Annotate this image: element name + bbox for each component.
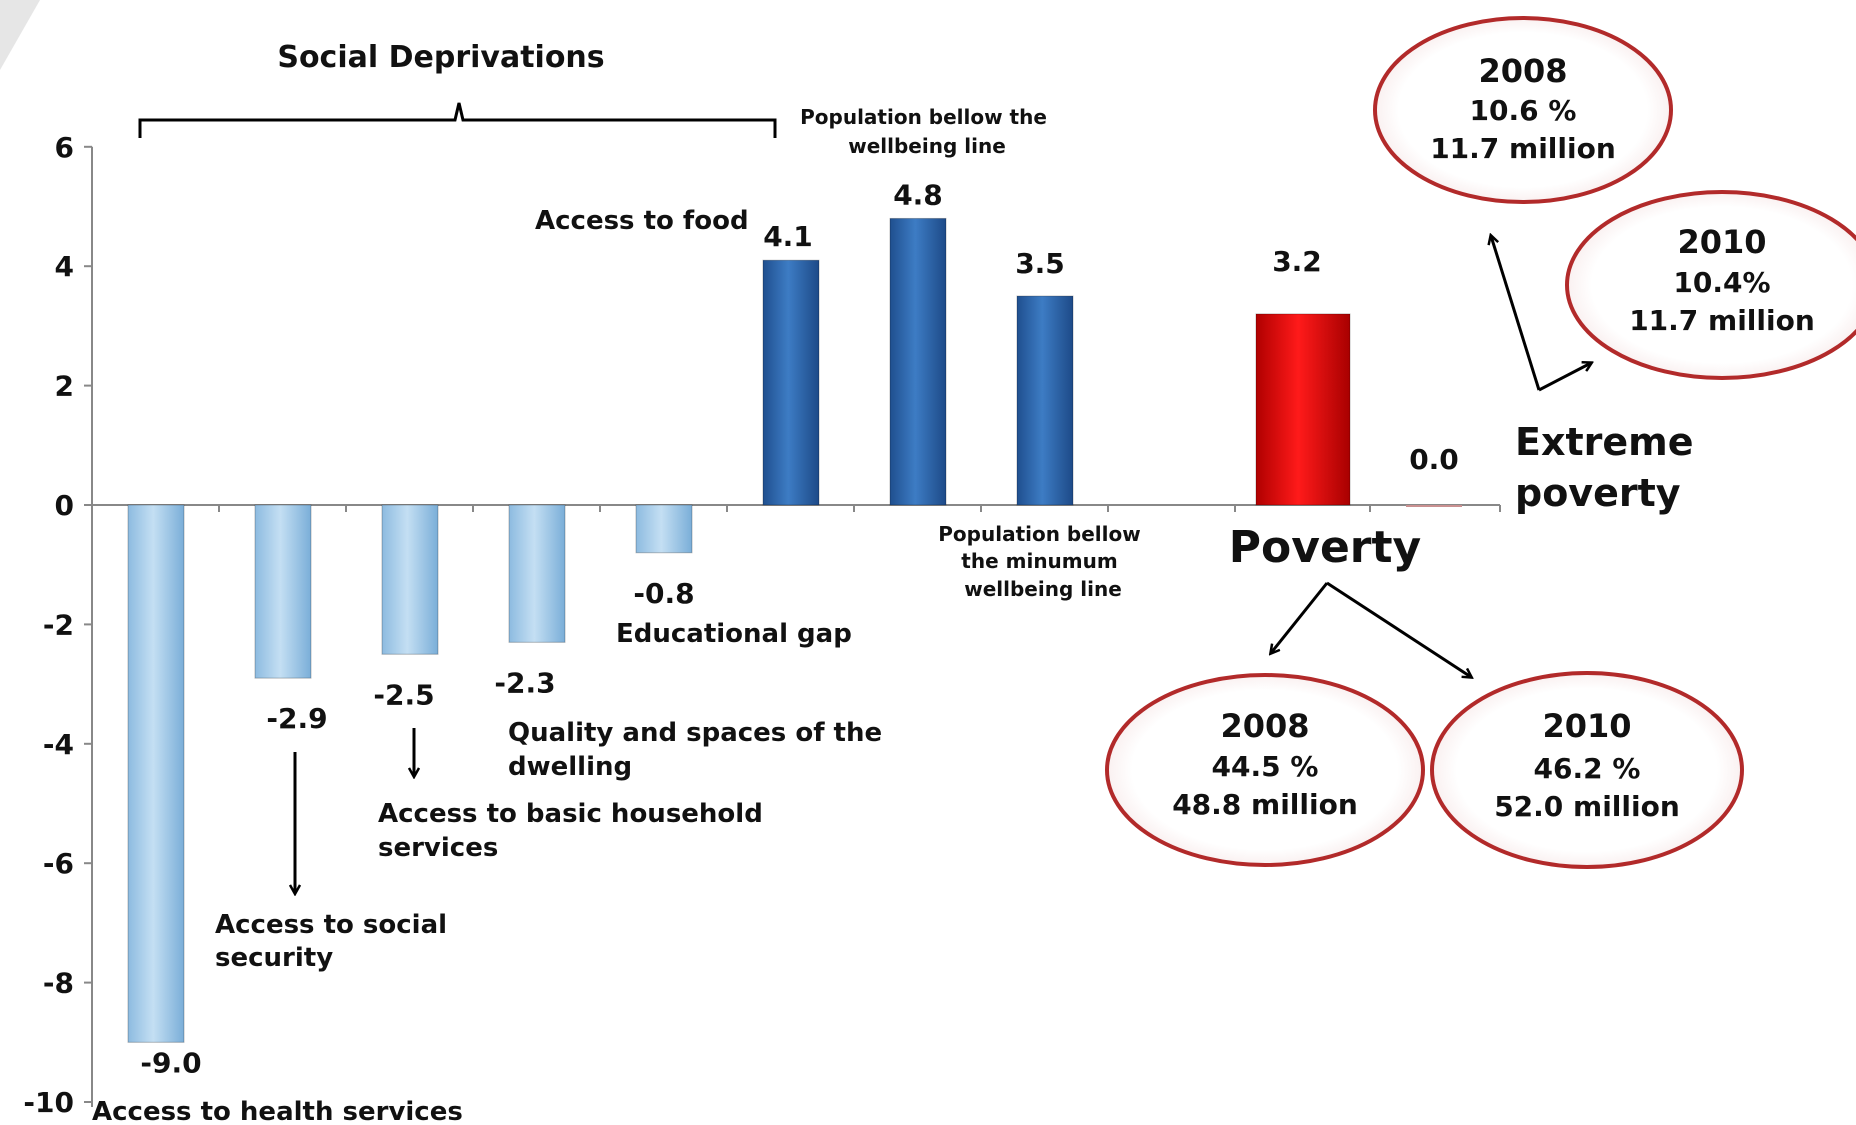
- annotation-wellbeing-line: Population bellow the wellbeing line: [800, 105, 1054, 158]
- annotation-social-security: Access to social security: [215, 910, 456, 973]
- callout-poverty-2008-people: 48.8 million: [1172, 788, 1358, 821]
- callout-poverty-2008-year: 2008: [1220, 707, 1309, 745]
- bar: [381, 504, 439, 655]
- bar: [762, 259, 820, 506]
- annotation-wellbeing-line2: wellbeing line: [848, 134, 1006, 158]
- callout-poverty-2008-pct: 44.5 %: [1212, 750, 1319, 783]
- bar-value-label: -2.5: [373, 678, 434, 711]
- y-tick-label: -6: [43, 847, 74, 880]
- annotation-social-security-line1: Access to social: [215, 910, 447, 940]
- callout-extreme-2010-people: 11.7 million: [1629, 304, 1815, 337]
- bar: [1406, 505, 1462, 507]
- annotation-basic-services-line2: services: [378, 833, 498, 863]
- bar-value-label: -0.8: [633, 577, 694, 610]
- y-tick-label: 4: [55, 250, 74, 283]
- annotation-dwelling-line2: dwelling: [508, 752, 632, 782]
- bar: [1016, 295, 1074, 506]
- y-tick-label: 2: [55, 370, 74, 403]
- y-tick-label: -2: [43, 608, 74, 641]
- arrow-extreme-2008: [1491, 236, 1541, 391]
- callout-poverty-2010-pct: 46.2 %: [1534, 752, 1641, 785]
- annotation-poverty: Poverty: [1229, 522, 1421, 573]
- annotation-extreme-poverty: Extreme poverty: [1515, 420, 1707, 515]
- annotations: Access to health services Access to soci…: [92, 105, 1707, 1125]
- callout-poverty-2010-ellipse: [1430, 671, 1744, 869]
- callout-poverty-2008: 2008 44.5 % 48.8 million: [1105, 673, 1425, 867]
- bar-value-label: 0.0: [1409, 443, 1459, 476]
- annotation-food: Access to food: [535, 206, 749, 236]
- bars: [127, 217, 1462, 1043]
- callout-extreme-2010-year: 2010: [1677, 223, 1766, 261]
- annotation-dwelling: Quality and spaces of the dwelling: [508, 718, 891, 782]
- annotation-min-wellbeing-line3: wellbeing line: [964, 577, 1122, 601]
- corner-decoration: [0, 0, 40, 70]
- bar: [1255, 313, 1351, 506]
- bar-value-label: 4.1: [763, 220, 813, 253]
- callout-extreme-2008-people: 11.7 million: [1430, 132, 1616, 165]
- arrow-extreme-2010: [1538, 363, 1591, 392]
- callout-poverty-2008-ellipse: [1105, 673, 1425, 867]
- bar-value-label: -2.9: [266, 702, 327, 735]
- arrow-poverty-2010: [1326, 581, 1471, 677]
- callout-extreme-2010-ellipse: [1565, 190, 1856, 380]
- callout-extreme-2008-pct: 10.6 %: [1470, 94, 1577, 127]
- callout-extreme-2008: 2008 10.6 % 11.7 million: [1373, 16, 1673, 204]
- bar-value-label: 3.5: [1015, 247, 1065, 280]
- callout-poverty-2010-people: 52.0 million: [1494, 790, 1680, 823]
- annotation-min-wellbeing-line2: the minumum: [961, 549, 1117, 573]
- y-tick-label: -8: [43, 967, 74, 1000]
- callout-poverty-2010: 2010 46.2 % 52.0 million: [1430, 671, 1744, 869]
- callout-extreme-2010: 2010 10.4% 11.7 million: [1565, 190, 1856, 380]
- callout-arrows: [1271, 236, 1591, 677]
- y-tick-label: -4: [43, 728, 74, 761]
- annotation-extreme-poverty-line1: Extreme: [1515, 420, 1694, 464]
- y-tick-label: 0: [55, 489, 74, 522]
- annotation-min-wellbeing-line: Population bellow the minumum wellbeing …: [938, 522, 1147, 601]
- annotation-dwelling-line1: Quality and spaces of the: [508, 718, 882, 748]
- y-axis-ticks: 6 4 2 0 -2 -4 -6 -8 -10: [23, 131, 92, 1119]
- value-labels: -9.0 -2.9 -2.5 -2.3 -0.8 4.1 4.8 3.5 3.2 0.0: [140, 178, 1458, 1079]
- annotation-social-security-line2: security: [215, 943, 333, 973]
- bar-value-label: -2.3: [494, 666, 555, 699]
- callout-extreme-2008-year: 2008: [1478, 52, 1567, 90]
- callout-extreme-2008-ellipse: [1373, 16, 1673, 204]
- bar-value-label: 3.2: [1272, 245, 1322, 278]
- bar: [889, 217, 947, 506]
- bar-value-label: 4.8: [893, 178, 943, 211]
- y-tick-label: 6: [55, 131, 74, 164]
- annotation-min-wellbeing-line1: Population bellow: [938, 522, 1140, 546]
- annotation-education: Educational gap: [616, 619, 852, 649]
- annotation-basic-services-line1: Access to basic household: [378, 799, 763, 829]
- bar: [127, 504, 185, 1043]
- y-tick-label: -10: [23, 1086, 74, 1119]
- annotation-health: Access to health services: [92, 1097, 463, 1125]
- bar: [635, 504, 693, 554]
- callout-extreme-2010-pct: 10.4%: [1673, 266, 1770, 299]
- bar: [254, 504, 312, 679]
- title-bracket: [138, 102, 777, 138]
- callout-poverty-2010-year: 2010: [1542, 707, 1631, 745]
- arrow-poverty-2008: [1271, 582, 1329, 653]
- chart-title: Social Deprivations: [277, 40, 604, 75]
- bar: [508, 504, 566, 643]
- annotation-basic-services: Access to basic household services: [378, 799, 772, 863]
- bar-value-label: -9.0: [140, 1046, 201, 1079]
- annotation-wellbeing-line1: Population bellow the: [800, 105, 1047, 129]
- annotation-extreme-poverty-line2: poverty: [1515, 471, 1681, 515]
